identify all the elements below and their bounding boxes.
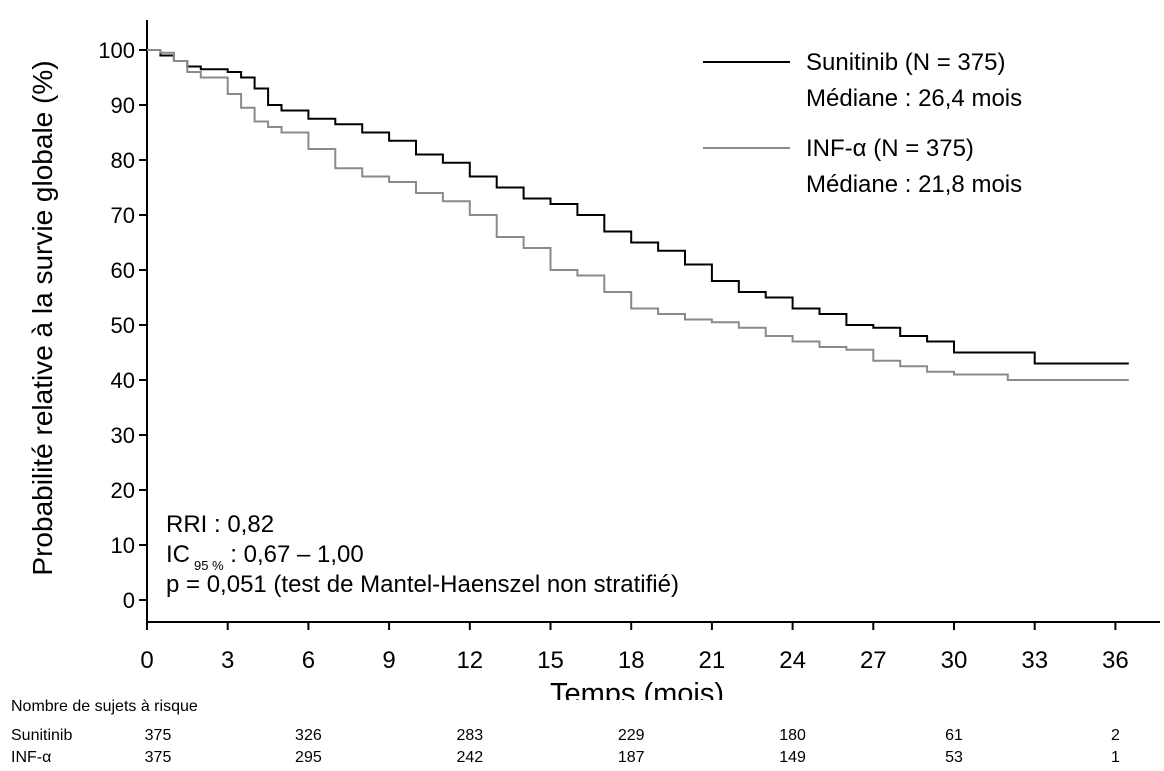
legend-label-2: INF-α (N = 375) — [806, 135, 974, 162]
annotation-rri: RRI : 0,82 — [166, 511, 274, 538]
legend-median-2: Médiane : 21,8 mois — [806, 171, 1022, 198]
risk-cell: 326 — [295, 727, 322, 744]
y-axis-label: Probabilité relative à la survie globale… — [27, 60, 58, 575]
annotation-ic: IC 95 % : 0,67 – 1,00 — [166, 541, 364, 573]
x-tick-label: 6 — [302, 647, 315, 674]
x-tick-label: 12 — [456, 647, 483, 674]
risk-table-title: Nombre de sujets à risque — [11, 698, 198, 715]
x-tick-label: 27 — [860, 647, 887, 674]
x-tick-label: 30 — [941, 647, 968, 674]
x-tick-label: 9 — [382, 647, 395, 674]
risk-cell: 61 — [945, 727, 963, 744]
risk-cell: 2 — [1110, 727, 1120, 744]
survival-chart: 0 10 20 30 40 50 60 70 80 90 100 0 3 6 9 12 15 18 21 24 27 30… — [27, 20, 1160, 710]
risk-cell: 283 — [456, 727, 484, 744]
y-tick-label: 50 — [111, 313, 135, 338]
x-tick-label: 3 — [221, 647, 234, 674]
risk-cell: 242 — [456, 749, 484, 766]
y-tick-label: 20 — [111, 478, 135, 503]
y-tick-label: 90 — [111, 93, 135, 118]
risk-cell: 229 — [617, 727, 645, 744]
legend-label-1: Sunitinib (N = 375) — [806, 49, 1005, 76]
series-line-1 — [147, 49, 1129, 365]
risk-cell: 375 — [144, 727, 172, 744]
annotation-p-value: p = 0,051 (test de Mantel-Haenszel non s… — [166, 571, 679, 598]
y-tick-label: 60 — [111, 258, 135, 283]
risk-cell: 180 — [779, 727, 806, 744]
y-tick-label: 10 — [111, 533, 135, 558]
risk-cell: 375 — [144, 749, 172, 766]
y-tick-label: 0 — [123, 588, 135, 613]
x-tick-label: 0 — [140, 647, 153, 674]
y-tick-label: 100 — [98, 38, 135, 63]
risk-cell: 149 — [779, 749, 806, 766]
series-line-2 — [147, 49, 1129, 381]
risk-row-label: Sunitinib — [11, 727, 73, 744]
risk-row-label: INF-α — [11, 749, 52, 766]
risk-cell: 187 — [617, 749, 645, 766]
legend-median-1: Médiane : 26,4 mois — [806, 85, 1022, 112]
x-tick-label: 21 — [699, 647, 726, 674]
risk-table: Nombre de sujets à risque Sunitinib 375 32… — [0, 696, 1164, 771]
x-tick-label: 15 — [537, 647, 564, 674]
risk-cell: 295 — [295, 749, 322, 766]
x-tick-label: 33 — [1021, 647, 1048, 674]
y-tick-label: 80 — [111, 148, 135, 173]
y-tick-label: 30 — [111, 423, 135, 448]
y-tick-label: 40 — [111, 368, 135, 393]
x-tick-label: 18 — [618, 647, 645, 674]
x-tick-label: 36 — [1102, 647, 1129, 674]
y-tick-label: 70 — [111, 203, 135, 228]
risk-cell: 1 — [1110, 749, 1120, 766]
x-tick-label: 24 — [779, 647, 806, 674]
risk-cell: 53 — [945, 749, 963, 766]
